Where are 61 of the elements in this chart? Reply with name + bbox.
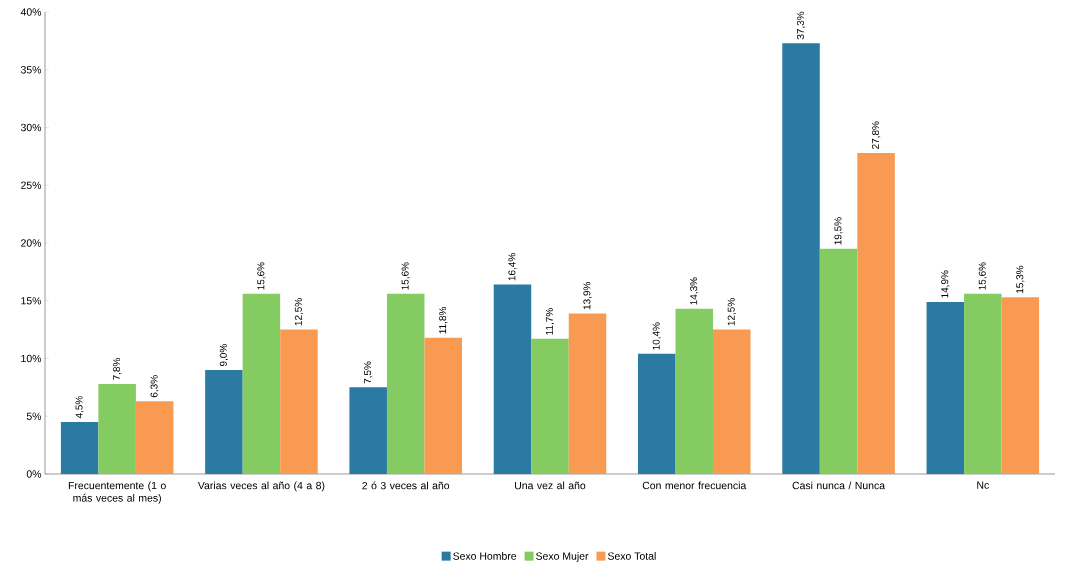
- y-tick-label: 30%: [20, 123, 42, 132]
- bar: [280, 329, 318, 474]
- data-label: 37,3%: [796, 11, 806, 40]
- data-label: 11,8%: [439, 306, 448, 334]
- y-tick-label: 25%: [21, 181, 42, 189]
- bar: [60, 421, 99, 474]
- data-label: 14,9%: [941, 270, 950, 298]
- data-label: 12,5%: [294, 298, 304, 326]
- x-tick-label: Con menor frecuencia: [642, 481, 747, 490]
- bar: [675, 308, 714, 474]
- bar: [98, 383, 136, 474]
- y-tick-label: 20%: [21, 239, 42, 247]
- legend-label: Sexo Hombre: [453, 552, 517, 560]
- y-tick-label: 35%: [20, 65, 42, 74]
- x-tick-label: Una vez al año: [515, 481, 586, 490]
- bar: [964, 293, 1002, 474]
- bar: [819, 248, 858, 474]
- data-label: 7,8%: [113, 357, 122, 380]
- y-tick-label: 15%: [21, 296, 42, 305]
- bar: [782, 43, 820, 474]
- x-tick-label: Frecuentemente (1 o más veces al mes): [68, 481, 166, 504]
- data-label: 15,6%: [257, 262, 266, 290]
- bar: [1001, 297, 1040, 474]
- data-label: 6,3%: [150, 375, 159, 398]
- bar: [242, 293, 281, 474]
- data-label: 27,8%: [871, 121, 881, 149]
- data-label: 10,4%: [652, 322, 661, 350]
- bar: [531, 338, 569, 474]
- bar: [857, 152, 895, 474]
- data-label: 15,6%: [401, 262, 410, 290]
- x-tick-label: Varias veces al año (4 a 8): [197, 481, 325, 492]
- bar: [205, 369, 243, 474]
- data-label: 16,4%: [508, 253, 517, 281]
- bar: [424, 337, 462, 474]
- y-tick-label: 5%: [26, 412, 42, 420]
- y-tick-label: 10%: [21, 354, 42, 363]
- bar: [638, 353, 676, 474]
- data-label: 12,5%: [727, 298, 736, 326]
- legend-label: Sexo Mujer: [536, 552, 589, 562]
- data-label: 14,3%: [690, 277, 699, 305]
- legend-label: Sexo Total: [607, 552, 656, 560]
- bar: [386, 293, 425, 474]
- bar: [135, 401, 174, 474]
- x-tick-label: 2 ó 3 veces al año: [362, 481, 450, 490]
- bar: [349, 387, 387, 474]
- data-label: 19,5%: [834, 217, 843, 245]
- data-label: 9,0%: [219, 344, 229, 366]
- bar: [926, 301, 965, 474]
- x-tick-label: Casi nunca / Nunca: [792, 481, 886, 490]
- data-label: 13,9%: [583, 281, 592, 310]
- bar: [568, 313, 607, 474]
- data-label: 11,7%: [545, 308, 555, 335]
- data-label: 7,5%: [364, 361, 373, 384]
- x-tick-label: Nc: [977, 481, 989, 489]
- bar: [713, 329, 751, 474]
- y-tick-label: 40%: [20, 8, 42, 16]
- bar: [493, 284, 532, 474]
- data-label: 15,6%: [978, 262, 987, 290]
- data-label: 4,5%: [75, 396, 84, 419]
- y-tick-label: 0%: [26, 470, 42, 478]
- data-label: 15,3%: [1016, 265, 1025, 293]
